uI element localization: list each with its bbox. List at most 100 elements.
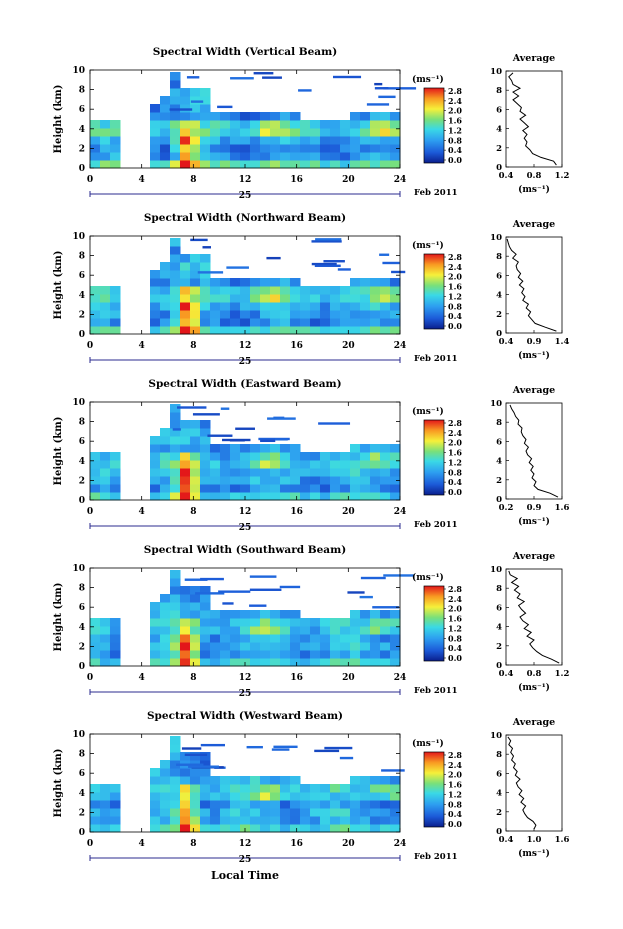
- panel-3: Spectral Width (Eastward Beam)0 4 8 12 16 20 2…: [53, 378, 569, 533]
- average-x-tick-label: 1.0: [527, 835, 542, 845]
- heatmap-cell: [230, 286, 241, 295]
- heatmap-cell: [370, 792, 381, 801]
- panel-title: Spectral Width (Southward Beam): [144, 544, 346, 556]
- heatmap-cell: [222, 602, 234, 605]
- heatmap-cell: [320, 642, 331, 651]
- heatmap-cell: [280, 476, 291, 485]
- y-axis-label: Height (km): [53, 85, 64, 154]
- heatmap-cell: [150, 658, 161, 667]
- heatmap-cell: [180, 88, 191, 97]
- heatmap-cell: [230, 642, 241, 651]
- heatmap-cell: [200, 286, 211, 295]
- heatmap-cell: [370, 152, 381, 161]
- heatmap-cell: [170, 444, 181, 453]
- heatmap-cell: [330, 302, 341, 311]
- heatmap-cell: [360, 476, 371, 485]
- heatmap-cell: [330, 800, 341, 809]
- heatmap-cell: [210, 658, 221, 667]
- x-tick-label: 4: [139, 673, 145, 683]
- heatmap-cell: [90, 286, 101, 295]
- heatmap-cell: [340, 302, 351, 311]
- heatmap-cell: [370, 626, 381, 635]
- heatmap-cell: [180, 800, 191, 809]
- heatmap-cell: [320, 452, 331, 461]
- heatmap-cell: [150, 492, 161, 501]
- heatmap-cell: [160, 270, 171, 279]
- heatmap-cell: [210, 128, 221, 137]
- heatmap-cell: [250, 160, 261, 169]
- heatmap-cell: [270, 634, 281, 643]
- heatmap-cell: [230, 634, 241, 643]
- heatmap-cell: [200, 326, 211, 335]
- heatmap-cell: [240, 800, 251, 809]
- heatmap-cell: [170, 420, 181, 429]
- heatmap-cell: [280, 112, 291, 121]
- heatmap-cell: [150, 784, 161, 793]
- heatmap-cell: [170, 776, 181, 785]
- heatmap-cell: [200, 792, 211, 801]
- heatmap-cell: [240, 484, 251, 493]
- heatmap-cell: [90, 318, 101, 327]
- heatmap-cell: [360, 112, 371, 121]
- heatmap-cell: [310, 318, 321, 327]
- heatmap-cell: [170, 752, 181, 761]
- heatmap-cell: [230, 808, 241, 817]
- heatmap-cell: [240, 784, 251, 793]
- x-tick-label: 4: [139, 507, 145, 517]
- x-tick-label: 8: [190, 507, 196, 517]
- average-profile-line: [508, 570, 560, 664]
- heatmap-cell: [260, 152, 271, 161]
- y-tick-label: 0: [79, 828, 85, 838]
- heatmap-cell: [230, 112, 241, 121]
- colorbar-tick-label: 2.4: [448, 96, 462, 106]
- heatmap-cell: [200, 776, 211, 785]
- heatmap-cell: [350, 476, 361, 485]
- heatmap-cell: [190, 310, 201, 319]
- heatmap-cell: [280, 460, 291, 469]
- heatmap-cell: [340, 128, 351, 137]
- heatmap-cell: [190, 642, 201, 651]
- y-axis-label: Height (km): [53, 417, 64, 486]
- colorbar-tick-label: 0.4: [448, 643, 462, 653]
- heatmap-cell: [270, 160, 281, 169]
- heatmap-cell: [390, 468, 401, 477]
- heatmap-cell: [380, 160, 391, 169]
- heatmap-cell: [180, 436, 191, 445]
- heatmap-cell: [186, 76, 200, 79]
- heatmap-cell: [170, 452, 181, 461]
- heatmap-cell: [310, 800, 321, 809]
- heatmap-cell: [360, 626, 371, 635]
- heatmap-cell: [280, 318, 291, 327]
- heatmap-cell: [200, 492, 211, 501]
- colorbar: [423, 585, 445, 662]
- heatmap-cell: [250, 816, 261, 825]
- heatmap-cell: [370, 302, 381, 311]
- heatmap-cell: [240, 120, 251, 129]
- heatmap-cell: [390, 452, 401, 461]
- heatmap-cell: [300, 626, 311, 635]
- heatmap-cell: [350, 112, 361, 121]
- heatmap-cell: [190, 634, 201, 643]
- heatmap-cell: [190, 160, 201, 169]
- colorbar-tick-label: 0.0: [448, 321, 462, 331]
- heatmap-cell: [160, 610, 171, 619]
- heatmap-cell: [100, 642, 111, 651]
- heatmap-cell: [170, 128, 181, 137]
- heatmap-cell: [330, 808, 341, 817]
- heatmap-cell: [190, 626, 201, 635]
- heatmap-cell: [170, 80, 181, 89]
- heatmap-cell: [380, 318, 391, 327]
- heatmap-cell: [100, 302, 111, 311]
- y-tick-label: 0: [79, 662, 85, 672]
- heatmap-cell: [170, 736, 181, 745]
- y-tick-label: 4: [79, 623, 85, 633]
- heatmap-cell: [90, 626, 101, 635]
- average-title: Average: [512, 717, 555, 728]
- heatmap-cell: [170, 286, 181, 295]
- date-label: Feb 2011: [414, 354, 458, 364]
- colorbar-tick-label: 2.0: [448, 272, 462, 282]
- heatmap-cell: [160, 120, 171, 129]
- heatmap-cell: [274, 438, 288, 441]
- heatmap-cell: [160, 262, 171, 271]
- colorbar-tick-label: 1.6: [448, 448, 462, 458]
